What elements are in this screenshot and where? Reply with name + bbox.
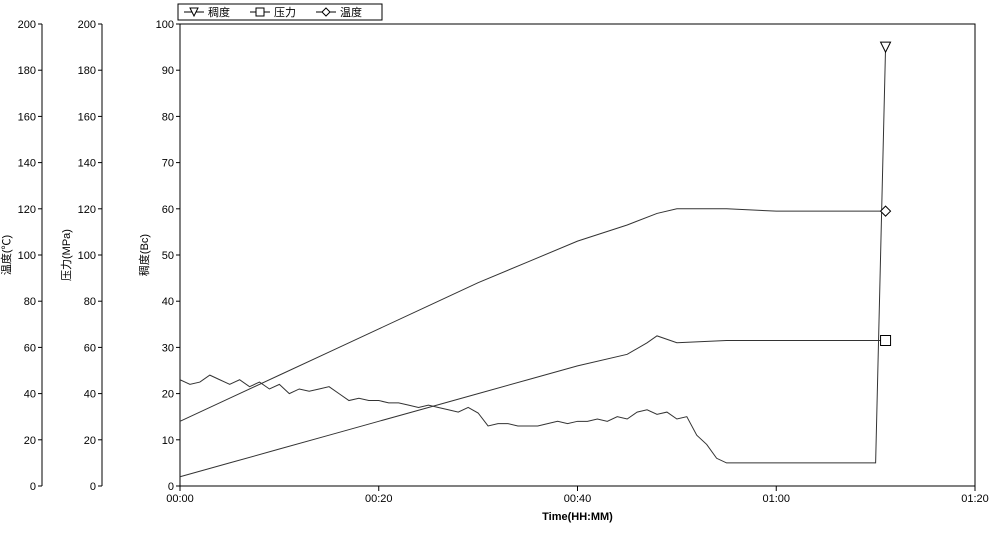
y-tick-label: 60 [162, 204, 174, 216]
y-tick-label: 200 [78, 19, 96, 31]
y-tick-label: 20 [24, 435, 36, 447]
y-tick-label: 200 [18, 19, 36, 31]
legend-label: 稠度 [208, 5, 230, 19]
y-tick-label: 10 [162, 435, 174, 447]
y-tick-label: 100 [78, 250, 96, 262]
x-tick-label: 00:40 [564, 493, 592, 505]
y-tick-label: 160 [78, 111, 96, 123]
y-tick-label: 80 [24, 296, 36, 308]
y-axis-label-consistency: 稠度(Bc) [137, 234, 151, 276]
legend-label: 温度 [340, 5, 362, 19]
series-稠度 [180, 47, 886, 463]
plot-border [180, 24, 975, 486]
y-tick-label: 20 [162, 389, 174, 401]
series-marker [881, 335, 891, 345]
y-tick-label: 80 [162, 111, 174, 123]
y-axis-label-pressure: 压力(MPa) [60, 229, 73, 281]
y-tick-label: 140 [18, 158, 36, 170]
x-tick-label: 01:00 [762, 493, 790, 505]
y-tick-label: 40 [162, 296, 174, 308]
y-tick-label: 0 [168, 481, 174, 493]
x-axis-label: Time(HH:MM) [542, 511, 613, 523]
y-tick-label: 180 [18, 65, 36, 77]
y-tick-label: 60 [24, 342, 36, 354]
y-tick-label: 90 [162, 65, 174, 77]
y-tick-label: 120 [78, 204, 96, 216]
y-axis-label-temp: 温度(℃) [0, 235, 13, 275]
chart-container: 020406080100120140160180200温度(℃)02040608… [0, 0, 1000, 534]
x-tick-label: 00:20 [365, 493, 393, 505]
y-tick-label: 80 [84, 296, 96, 308]
series-marker [881, 42, 891, 52]
y-tick-label: 70 [162, 158, 174, 170]
y-tick-label: 30 [162, 342, 174, 354]
y-tick-label: 100 [156, 19, 174, 31]
y-tick-label: 0 [30, 481, 36, 493]
y-tick-label: 0 [90, 481, 96, 493]
y-tick-label: 160 [18, 111, 36, 123]
y-tick-label: 60 [84, 342, 96, 354]
y-tick-label: 20 [84, 435, 96, 447]
x-tick-label: 00:00 [166, 493, 194, 505]
series-marker [256, 8, 264, 16]
series-温度 [180, 209, 886, 422]
y-tick-label: 40 [84, 389, 96, 401]
y-tick-label: 180 [78, 65, 96, 77]
y-tick-label: 100 [18, 250, 36, 262]
chart-svg: 020406080100120140160180200温度(℃)02040608… [0, 0, 1000, 534]
legend-label: 压力 [274, 6, 296, 19]
y-tick-label: 40 [24, 389, 36, 401]
y-tick-label: 140 [78, 158, 96, 170]
y-tick-label: 50 [162, 250, 174, 262]
x-tick-label: 01:20 [961, 493, 989, 505]
series-压力 [180, 336, 886, 477]
y-tick-label: 120 [18, 204, 36, 216]
